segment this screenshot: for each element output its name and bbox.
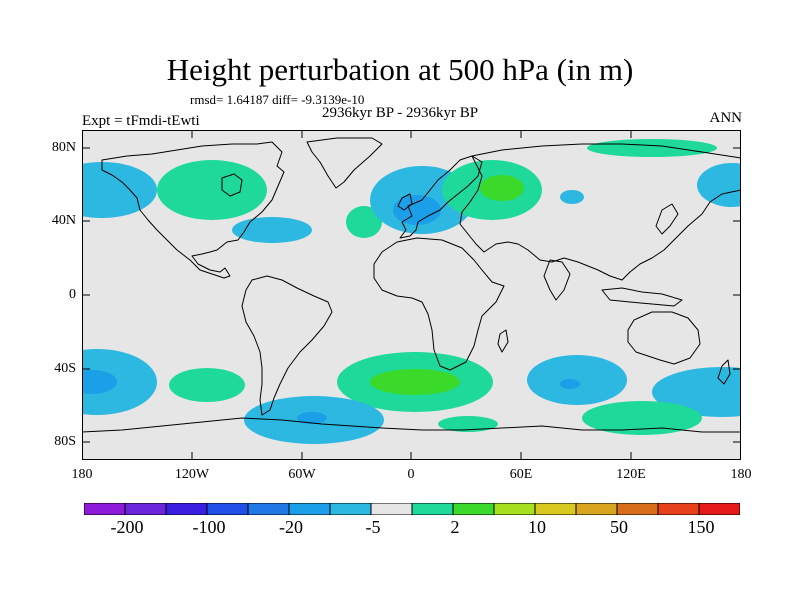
coast-australia [627,311,701,365]
colorbar-label: -20 [279,517,303,537]
anomaly-neg-europe-core [393,195,441,225]
colorbar-label: 50 [610,517,628,537]
season-label: ANN [709,110,743,126]
colorbar-swatch [84,503,126,515]
colorbar-label: 10 [528,517,546,537]
lat-label-80n: 80N [51,140,76,155]
map-title: Height perturbation at 500 hPa (in m) [166,52,634,87]
coast-madagascar [497,329,509,353]
coast-hudson-bay [221,173,243,197]
experiment-label: Expt = tFmdi-tEwti [82,113,200,129]
coast-new-zealand [717,359,731,385]
anomaly-neg-south-pacific-core [82,370,117,394]
colorbar-swatch [124,503,167,515]
coast-japan [655,203,679,235]
anomaly-pos-south-atlantic-core [370,369,460,395]
colorbar-swatch [165,503,208,515]
coast-africa [373,237,505,371]
colorbar-swatch [616,503,659,515]
anomaly-neg-antarctic-core [297,412,327,424]
anomaly-neg-asia-small [560,190,584,204]
coast-asia [459,143,741,281]
anomaly-pos-antarctic-atlantic [438,416,498,432]
coast-antarctica [82,417,741,433]
lat-label-80s: 80S [54,434,76,449]
anomaly-pos-arctic [587,139,717,157]
colorbar-swatch [698,503,740,515]
lon-label-180e: 180 [730,467,752,482]
colorbar-label: -5 [365,517,381,537]
anomaly-neg-pacific-east [697,163,741,207]
colorbar-swatch [247,503,290,515]
anomaly-neg-south-pacific [82,349,157,415]
lat-label-40n: 40N [51,213,76,228]
colorbar-label: -200 [110,517,144,537]
lon-label-120e: 120E [616,467,646,482]
stats-line: rmsd= 1.64187 diff= -9.3139e-10 [190,92,365,107]
coast-greenland [306,137,383,189]
colorbar-label: 2 [450,517,460,537]
coastlines [82,137,741,433]
coast-indonesia [601,287,683,307]
lon-label-60w: 60W [288,467,316,482]
colorbar-swatch [657,503,700,515]
anomaly-pos-south-pacific [169,368,245,402]
anomaly-neg-indian-core [560,379,580,389]
anomaly-pos-antarctic-indian [582,401,702,435]
colorbar-swatch [411,503,454,515]
colorbar-swatch [206,503,249,515]
anomaly-neg-indian [527,355,627,405]
colorbar-swatch [329,503,372,515]
anomaly-pos-atlantic [346,206,382,238]
colorbar-swatch [575,503,618,515]
coast-india [543,259,571,301]
anomaly-pos-russia-core [480,175,524,201]
anomaly-neg-atlantic-west [232,217,312,243]
lat-label-40s: 40S [54,361,76,376]
colorbar-swatch [452,503,495,515]
lon-label-0: 0 [407,467,415,482]
colorbar-swatch [534,503,577,515]
lon-label-60e: 60E [509,467,533,482]
colorbar-label: 150 [687,517,715,537]
lat-label-eq: 0 [69,287,76,302]
lon-label-180w: 180 [71,467,93,482]
lon-label-120w: 120W [174,467,210,482]
colorbar-swatch [493,503,536,515]
anomaly-pos-canada [157,160,267,220]
coast-british-isles [397,193,413,211]
coast-europe [399,155,483,239]
colorbar-label: -100 [192,517,226,537]
colorbar-swatch [288,503,331,515]
coast-south-america [241,275,333,416]
period-label: 2936kyr BP - 2936kyr BP [322,105,479,121]
colorbar [84,503,740,515]
anomaly-fields [82,139,741,444]
tick-marks [82,130,741,460]
coast-north-america [101,141,285,279]
world-map [82,130,741,460]
colorbar-swatch [370,503,413,515]
